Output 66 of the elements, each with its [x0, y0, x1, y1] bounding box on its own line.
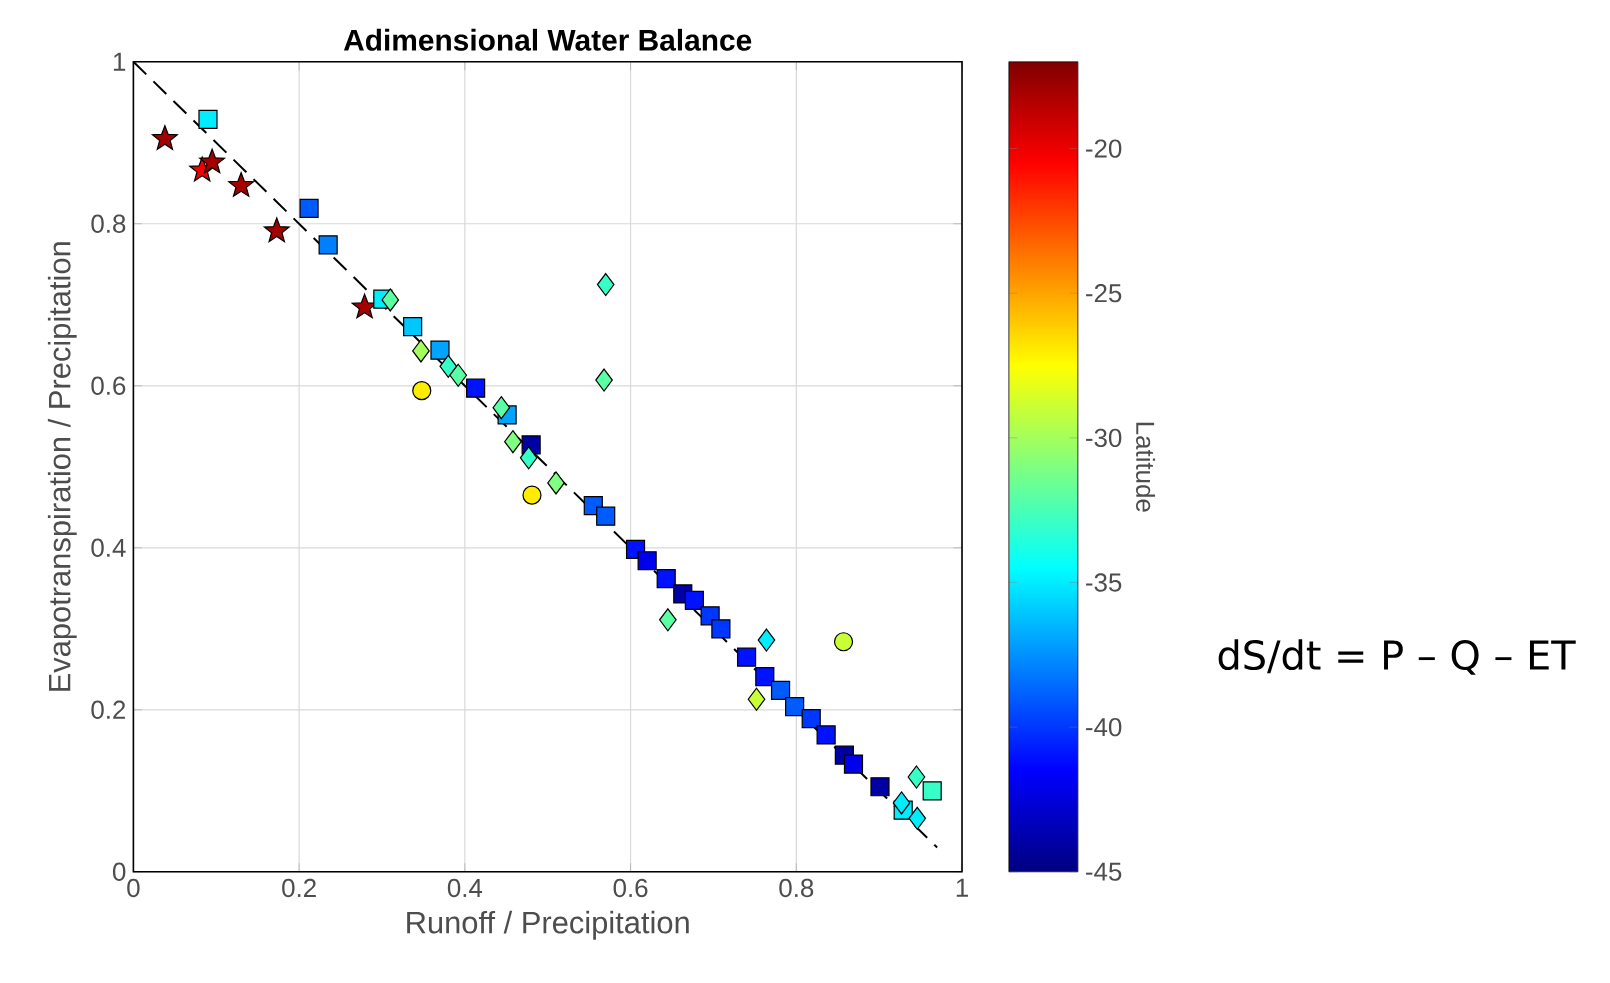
point [263, 217, 290, 243]
point [318, 235, 338, 255]
point [747, 687, 766, 711]
text: dS/dt = P – Q – ET [1218, 639, 1576, 675]
point [519, 446, 538, 470]
point [198, 109, 218, 129]
point [449, 363, 468, 387]
point [656, 568, 676, 589]
color-bar-label: -35 [1086, 573, 1122, 592]
point [736, 647, 757, 667]
point [907, 765, 926, 789]
x-tick-label: 0.8 [779, 878, 814, 898]
point [199, 148, 226, 174]
point [637, 551, 657, 571]
point [785, 696, 805, 717]
point [755, 666, 775, 687]
color-bar-label: -45 [1086, 862, 1122, 881]
point [466, 378, 486, 398]
point [595, 368, 613, 392]
color-bar-title: Latitude [1136, 422, 1156, 512]
y-tick-label: 0.4 [91, 538, 126, 557]
chart-title: Adimensional Water Balance [343, 28, 752, 51]
point [596, 506, 616, 526]
point [504, 430, 522, 454]
point [381, 288, 400, 312]
point [816, 725, 836, 745]
point [522, 485, 542, 505]
x-axis-title: Runoff / Precipitation [407, 910, 689, 940]
point [711, 619, 731, 639]
color-bar-label: -30 [1086, 428, 1122, 448]
point [770, 680, 791, 700]
point [684, 590, 704, 611]
point [299, 198, 319, 218]
x-tick-label: 0 [127, 878, 140, 898]
point [228, 172, 255, 197]
point [801, 709, 821, 729]
point [892, 791, 911, 815]
point [430, 340, 450, 360]
point [908, 806, 927, 830]
y-tick-label: 1 [113, 52, 126, 71]
point [922, 781, 942, 801]
point [757, 628, 776, 652]
y-tick-label: 0.2 [91, 700, 126, 719]
color-bar-label: -25 [1086, 284, 1122, 303]
point [870, 777, 890, 797]
y-tick-label: 0 [112, 862, 126, 881]
point [659, 608, 677, 632]
color-bar-label: -40 [1086, 717, 1122, 737]
x-tick-label: 0.6 [613, 878, 648, 898]
color-bar-label: -20 [1086, 139, 1122, 158]
point [547, 471, 565, 495]
point [439, 354, 458, 378]
point [412, 381, 432, 401]
y-tick-label: 0.6 [91, 376, 126, 395]
point [843, 754, 864, 774]
y-axis-title: Evapotranspiration / Precipitation [47, 242, 77, 691]
point [596, 272, 615, 297]
x-tick-label: 0.2 [282, 878, 316, 898]
point [492, 396, 511, 420]
x-tick-label: 0.4 [447, 878, 483, 898]
point [412, 339, 430, 363]
point [151, 125, 178, 150]
point [403, 317, 423, 337]
x-tick-label: 1 [956, 878, 968, 897]
y-tick-label: 0.8 [91, 214, 126, 233]
point [833, 632, 854, 652]
